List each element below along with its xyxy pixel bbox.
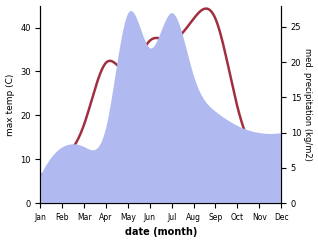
Y-axis label: max temp (C): max temp (C) [5,73,15,136]
Y-axis label: med. precipitation (kg/m2): med. precipitation (kg/m2) [303,48,313,161]
X-axis label: date (month): date (month) [125,227,197,237]
